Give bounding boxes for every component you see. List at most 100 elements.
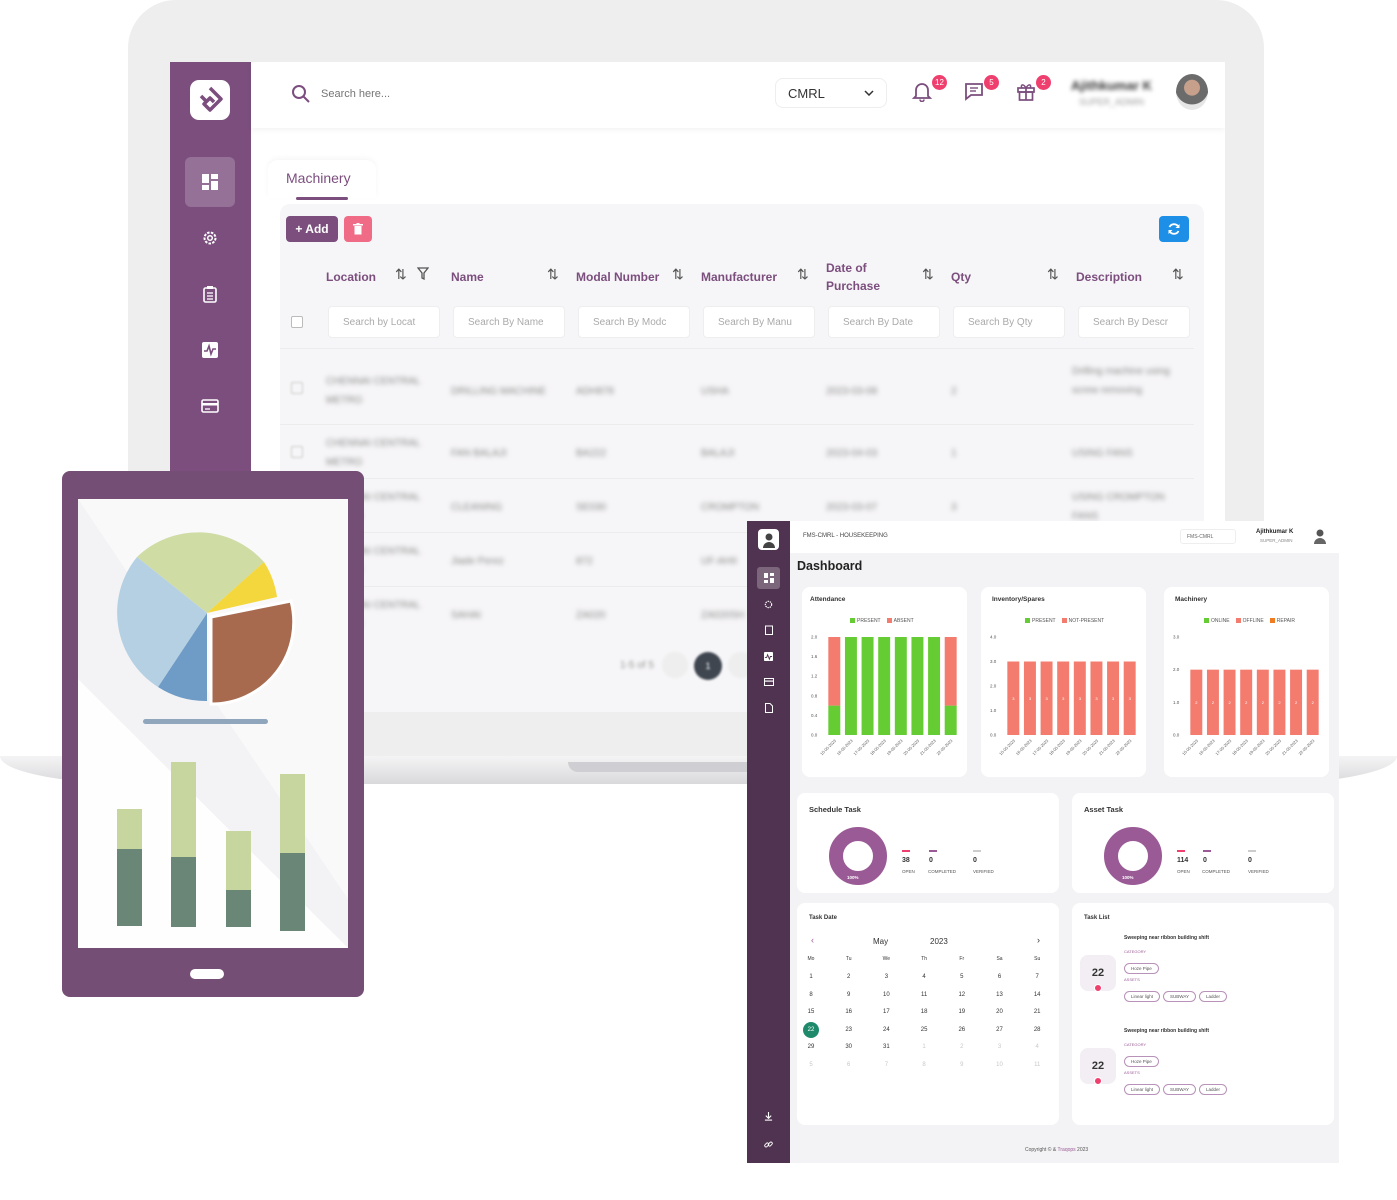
column-header-description[interactable]: Description [1076,270,1143,284]
row-checkbox[interactable] [291,446,303,458]
dashboard-user-name[interactable]: Ajithkumar K [1256,529,1294,535]
next-month-button[interactable]: › [1037,935,1040,945]
calendar-day[interactable]: 6 [997,974,1002,980]
dash-sidebar-dashboard[interactable] [757,567,780,589]
calendar-day[interactable]: 5 [960,974,964,980]
calendar-day[interactable]: 4 [1035,1044,1039,1050]
asset-chip[interactable]: Ladder [1199,991,1228,1002]
calendar-day[interactable]: 12 [958,991,966,998]
calendar-year[interactable]: 2023 [930,937,948,946]
calendar-day[interactable]: 13 [996,991,1003,998]
bar-offline[interactable] [1306,669,1319,735]
bar-not-present[interactable] [1073,661,1086,736]
gifts-button[interactable]: 2 [1015,75,1051,108]
bar-present[interactable] [878,637,891,735]
calendar-day[interactable]: 20 [996,1009,1003,1015]
sidebar-item-settings[interactable] [185,213,235,263]
dashboard-avatar[interactable] [758,529,779,550]
task-list-item[interactable]: 22 Sweeping near ribbon building shift CAT… [1072,1024,1334,1114]
delete-button[interactable] [344,216,372,242]
calendar-day[interactable]: 27 [996,1026,1003,1033]
site-selector[interactable]: CMRL [775,78,887,108]
bar-not-present[interactable] [1090,661,1103,736]
filter-qty-input[interactable]: Search By Qty [953,306,1065,338]
bar-not-present[interactable] [1107,661,1120,736]
bar-present[interactable] [894,637,907,735]
prev-page-button[interactable] [662,652,688,678]
calendar-day[interactable]: 17 [883,1009,890,1015]
calendar-day[interactable]: 9 [960,1061,964,1068]
search-input[interactable] [321,82,501,106]
dash-sidebar-download[interactable] [757,1105,780,1127]
dash-sidebar-billing[interactable] [757,671,780,693]
sort-icon[interactable]: ⇅ [922,266,934,282]
column-header-name[interactable]: Name [451,270,484,284]
bar-absent[interactable] [944,637,957,706]
asset-chip[interactable]: SUBWAY [1163,1084,1197,1095]
calendar-day[interactable]: 10 [996,1061,1003,1068]
bar-offline[interactable] [1223,669,1236,735]
app-logo[interactable] [190,80,230,120]
calendar-day[interactable]: 7 [1035,974,1039,980]
calendar-day[interactable]: 22 [803,1021,819,1038]
sort-icon[interactable]: ⇅ [1047,266,1059,282]
calendar-day[interactable]: 28 [1033,1026,1041,1033]
calendar-day[interactable]: 31 [883,1044,890,1050]
calendar-day[interactable]: 16 [845,1009,853,1015]
calendar-day[interactable]: 15 [807,1009,815,1015]
calendar-day[interactable]: 19 [958,1009,966,1015]
calendar-day[interactable]: 21 [1033,1009,1041,1015]
bar-offline[interactable] [1206,669,1219,735]
bar-offline[interactable] [1240,669,1253,735]
notifications-button[interactable]: 12 [911,75,947,108]
calendar-day[interactable]: 4 [922,974,926,980]
bar-offline[interactable] [1273,669,1286,735]
select-all-checkbox[interactable] [291,316,303,328]
filter-manufacturer-input[interactable]: Search By Manu [703,306,815,338]
bar-offline[interactable] [1256,669,1269,735]
calendar-day[interactable]: 10 [883,991,890,998]
bar-not-present[interactable] [1023,661,1036,736]
dashboard-site-selector[interactable]: FMS-CMRL [1180,529,1236,544]
messages-button[interactable]: 5 [963,75,999,108]
sort-icon[interactable]: ⇅ [1172,266,1184,282]
filter-description-input[interactable]: Search By Descr [1078,306,1190,338]
calendar-day[interactable]: 30 [845,1044,853,1050]
bar-not-present[interactable] [1123,661,1136,736]
user-name[interactable]: Ajithkumar K [1071,78,1152,93]
sort-icon[interactable]: ⇅ [672,266,684,282]
bar-offline[interactable] [1190,669,1203,735]
category-chip[interactable]: Hoze Pipe [1124,963,1159,974]
sidebar-item-tasks[interactable] [185,269,235,319]
user-avatar[interactable] [1176,74,1208,110]
column-header-modal-number[interactable]: Modal Number [576,270,660,284]
asset-chip[interactable]: Linear light [1124,1084,1161,1095]
row-checkbox[interactable] [291,382,303,394]
dash-sidebar-link[interactable] [757,1133,780,1155]
column-header-date-of-purchase[interactable]: Date of Purchase [826,261,881,293]
calendar-day[interactable]: 11 [1034,1061,1041,1068]
add-button[interactable]: + Add [286,216,338,242]
calendar-day[interactable]: 8 [809,991,813,998]
tab-machinery[interactable]: Machinery [268,160,376,198]
calendar-day[interactable]: 18 [920,1009,928,1015]
calendar-day[interactable]: 25 [920,1026,928,1033]
asset-chip[interactable]: SUBWAY [1163,991,1197,1002]
calendar-day[interactable]: 24 [883,1026,890,1033]
calendar-day[interactable]: 9 [847,991,851,998]
filter-date-input[interactable]: Search By Date [828,306,940,338]
filter-location-input[interactable]: Search by Locat [328,306,440,338]
bar-present[interactable] [911,637,924,735]
filter-modal-number-input[interactable]: Search By Modc [578,306,690,338]
bar-present[interactable] [861,637,874,735]
sort-icon[interactable]: ⇅ [797,266,809,282]
calendar-day[interactable]: 6 [847,1061,851,1068]
column-header-location[interactable]: Location [326,270,376,284]
category-chip[interactable]: Hoze Pipe [1124,1056,1159,1067]
calendar-day[interactable]: 3 [884,974,889,980]
dash-sidebar-settings[interactable] [757,593,780,615]
calendar-day[interactable]: 5 [809,1061,813,1068]
calendar-day[interactable]: 3 [997,1044,1002,1050]
dashboard-user-avatar[interactable] [1313,528,1327,544]
calendar-day[interactable]: 14 [1033,991,1041,998]
